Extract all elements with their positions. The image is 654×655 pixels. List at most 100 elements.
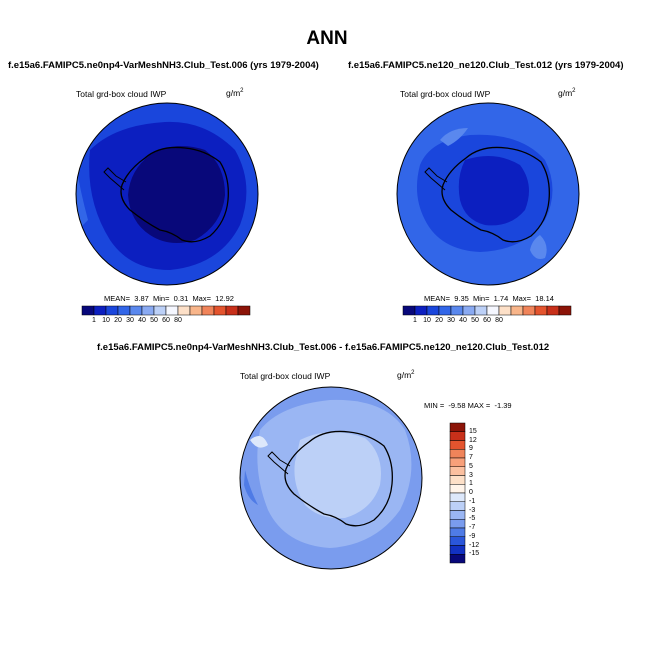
colorbar-swatch: [449, 519, 466, 529]
colorbar-swatch: [129, 305, 143, 316]
colorbar-swatch: [414, 305, 428, 316]
colorbar-swatch: [498, 305, 512, 316]
colorbar-tick-label: 1: [469, 480, 473, 488]
colorbar-swatch: [449, 440, 466, 450]
colorbar-swatch: [201, 305, 215, 316]
panel-1-stats: MEAN= 3.87 Min= 0.31 Max= 12.92: [104, 294, 234, 303]
colorbar-swatch: [510, 305, 524, 316]
colorbar-tick-label: 10: [423, 317, 431, 324]
colorbar-tick-label: 1: [413, 317, 417, 324]
colorbar-swatch: [522, 305, 536, 316]
panel-3-case-title: f.e15a6.FAMIPC5.ne0np4-VarMeshNH3.Club_T…: [97, 342, 550, 353]
colorbar-tick-label: -5: [469, 515, 476, 523]
colorbar-tick-label: -1: [469, 497, 476, 505]
colorbar-swatch: [141, 305, 155, 316]
colorbar-tick-label: -12: [469, 541, 480, 549]
panel-2-units: g/m2: [558, 88, 576, 98]
colorbar-swatch: [449, 449, 466, 459]
panel-1-colorbar: [81, 305, 251, 316]
colorbar-swatch: [449, 510, 466, 520]
panel-1-map-border: [75, 102, 259, 286]
colorbar-swatch: [189, 305, 203, 316]
panel-1-peninsula-coastline: [103, 167, 127, 191]
colorbar-tick-label: 1: [92, 317, 96, 324]
colorbar-swatch: [426, 305, 440, 316]
panel-2-stats: MEAN= 9.35 Min= 1.74 Max= 18.14: [424, 294, 554, 303]
colorbar-tick-label: 20: [435, 317, 443, 324]
colorbar-tick-label: 10: [102, 317, 110, 324]
colorbar-swatch: [449, 501, 466, 511]
panel-2-case-title: f.e15a6.FAMIPC5.ne120_ne120.Club_Test.01…: [348, 60, 624, 71]
colorbar-tick-label: 5: [469, 462, 473, 470]
colorbar-swatch: [534, 305, 548, 316]
colorbar-tick-label: -15: [469, 550, 480, 558]
colorbar-swatch: [462, 305, 476, 316]
panel-3-antarctica-coastline: [284, 430, 393, 527]
panel-3-variable: Total grd-box cloud IWP: [240, 371, 331, 381]
colorbar-swatch: [93, 305, 107, 316]
colorbar-tick-label: -9: [469, 532, 476, 540]
colorbar-swatch: [449, 466, 466, 476]
panel-2-peninsula-coastline: [424, 167, 448, 191]
panel-3-colorbar: [449, 422, 466, 564]
panel-1-variable: Total grd-box cloud IWP: [76, 89, 167, 99]
colorbar-swatch: [449, 422, 466, 432]
colorbar-tick-label: -3: [469, 506, 476, 514]
colorbar-swatch: [165, 305, 179, 316]
colorbar-tick-label: 3: [469, 471, 473, 479]
colorbar-swatch: [177, 305, 191, 316]
colorbar-swatch: [449, 475, 466, 485]
colorbar-swatch: [153, 305, 167, 316]
colorbar-tick-label: 60: [483, 317, 491, 324]
colorbar-tick-label: 80: [174, 317, 182, 324]
colorbar-tick-label: 50: [150, 317, 158, 324]
colorbar-swatch: [449, 527, 466, 537]
colorbar-tick-label: 40: [138, 317, 146, 324]
colorbar-swatch: [558, 305, 572, 316]
colorbar-tick-label: 80: [495, 317, 503, 324]
panel-3-peninsula-coastline: [267, 451, 291, 475]
colorbar-tick-label: -7: [469, 524, 476, 531]
panel-1-units: g/m2: [226, 88, 244, 98]
colorbar-swatch: [438, 305, 452, 316]
panel-3-map-border: [239, 386, 423, 570]
panel-2-map-border: [396, 102, 580, 286]
panel-2-colorbar: [402, 305, 572, 316]
colorbar-swatch: [474, 305, 488, 316]
panel-2-map: [397, 103, 579, 285]
colorbar-tick-label: 15: [469, 427, 477, 435]
panel-1-map: [76, 103, 258, 285]
colorbar-swatch: [449, 545, 466, 555]
colorbar-swatch: [237, 305, 251, 316]
colorbar-swatch: [449, 457, 466, 467]
panel-3-map: [240, 387, 422, 569]
colorbar-swatch: [105, 305, 119, 316]
colorbar-swatch: [449, 431, 466, 441]
panel-2-antarctica-coastline: [441, 146, 550, 243]
colorbar-swatch: [450, 305, 464, 316]
panel-3-stats: MIN = -9.58 MAX = -1.39: [424, 401, 512, 410]
colorbar-tick-label: 50: [471, 317, 479, 324]
colorbar-tick-label: 30: [447, 317, 455, 324]
colorbar-tick-label: 40: [459, 317, 467, 324]
colorbar-swatch: [117, 305, 131, 316]
colorbar-tick-label: 12: [469, 436, 477, 444]
colorbar-swatch: [546, 305, 560, 316]
colorbar-tick-label: 7: [469, 454, 473, 461]
panel-3-units: g/m2: [397, 370, 415, 380]
colorbar-tick-label: 9: [469, 445, 473, 453]
colorbar-swatch: [449, 484, 466, 494]
colorbar-tick-label: 0: [469, 489, 473, 496]
colorbar-tick-label: 20: [114, 317, 122, 324]
colorbar-tick-label: 60: [162, 317, 170, 324]
main-title: ANN: [306, 28, 348, 49]
colorbar-swatch: [449, 492, 466, 502]
colorbar-tick-label: 30: [126, 317, 134, 324]
colorbar-swatch: [449, 536, 466, 546]
colorbar-swatch: [402, 305, 416, 316]
panel-1-case-title: f.e15a6.FAMIPC5.ne0np4-VarMeshNH3.Club_T…: [8, 60, 319, 71]
colorbar-swatch: [213, 305, 227, 316]
panel-1-antarctica-coastline: [120, 146, 229, 243]
colorbar-swatch: [81, 305, 95, 316]
